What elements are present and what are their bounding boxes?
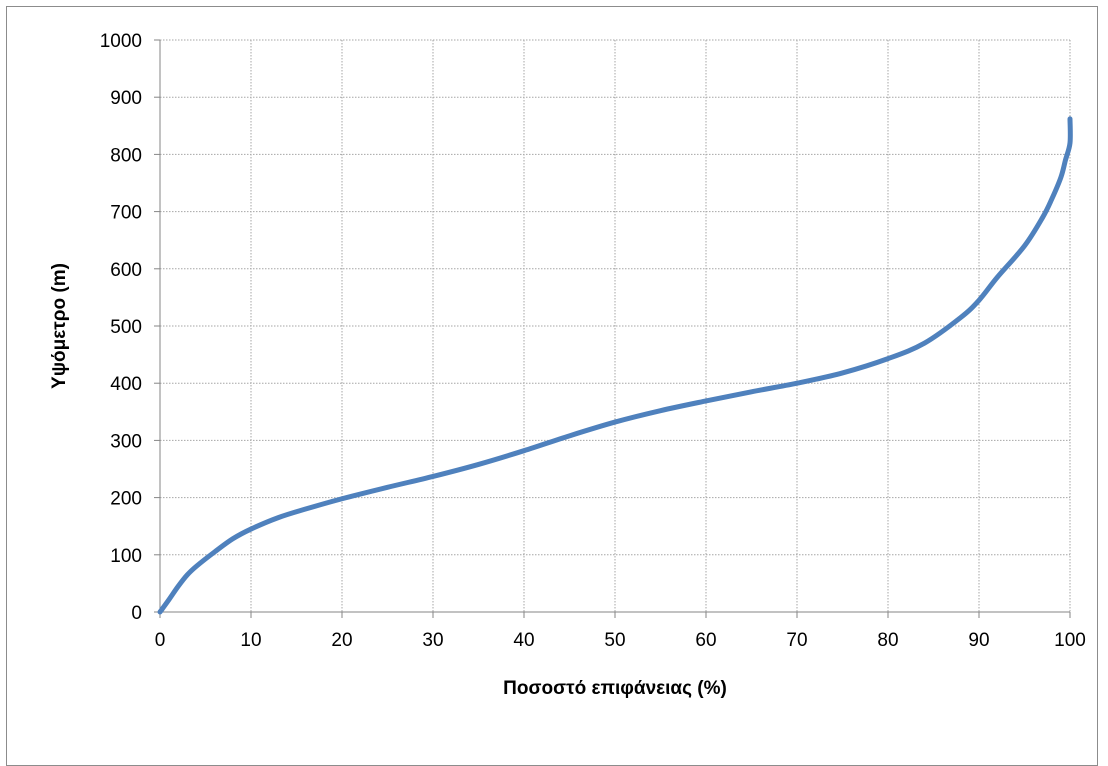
y-tick-label: 0 <box>131 603 142 624</box>
x-tick-label: 100 <box>1054 630 1086 651</box>
x-tick-label: 10 <box>240 630 261 651</box>
elevation-curve-chart: 0 10 20 30 40 50 60 70 80 90 100010020030040050060… <box>49 31 1086 699</box>
x-tick-label: 90 <box>968 630 989 651</box>
x-tick-label: 0 <box>155 630 166 651</box>
y-tick-label: 1000 <box>100 31 142 52</box>
x-tick-label: 40 <box>513 630 534 651</box>
x-tick-label: 80 <box>877 630 898 651</box>
series-layer <box>157 116 1073 615</box>
tick-labels: 0 10 20 30 40 50 60 70 80 90 100010020030040050060… <box>100 31 1086 651</box>
y-tick-label: 600 <box>110 260 142 281</box>
y-tick-label: 800 <box>110 145 142 166</box>
y-tick-label: 300 <box>110 431 142 452</box>
axes-layer <box>154 39 1071 618</box>
y-tick-label: 400 <box>110 374 142 395</box>
series-line-0 <box>157 116 1073 615</box>
y-axis-title: Υψόμετρο (m) <box>49 263 70 389</box>
x-axis-title: Ποσοστό επιφάνειας (%) <box>503 678 727 699</box>
y-tick-label: 200 <box>110 489 142 510</box>
grid-layer <box>160 39 1071 612</box>
y-tick-label: 700 <box>110 203 142 224</box>
y-tick-label: 900 <box>110 88 142 109</box>
y-tick-label: 100 <box>110 546 142 567</box>
x-tick-label: 60 <box>695 630 716 651</box>
y-tick-label: 500 <box>110 317 142 338</box>
x-tick-label: 70 <box>786 630 807 651</box>
chart-frame <box>6 6 1098 766</box>
x-tick-label: 50 <box>604 630 625 651</box>
x-tick-label: 30 <box>422 630 443 651</box>
x-tick-label: 20 <box>331 630 352 651</box>
